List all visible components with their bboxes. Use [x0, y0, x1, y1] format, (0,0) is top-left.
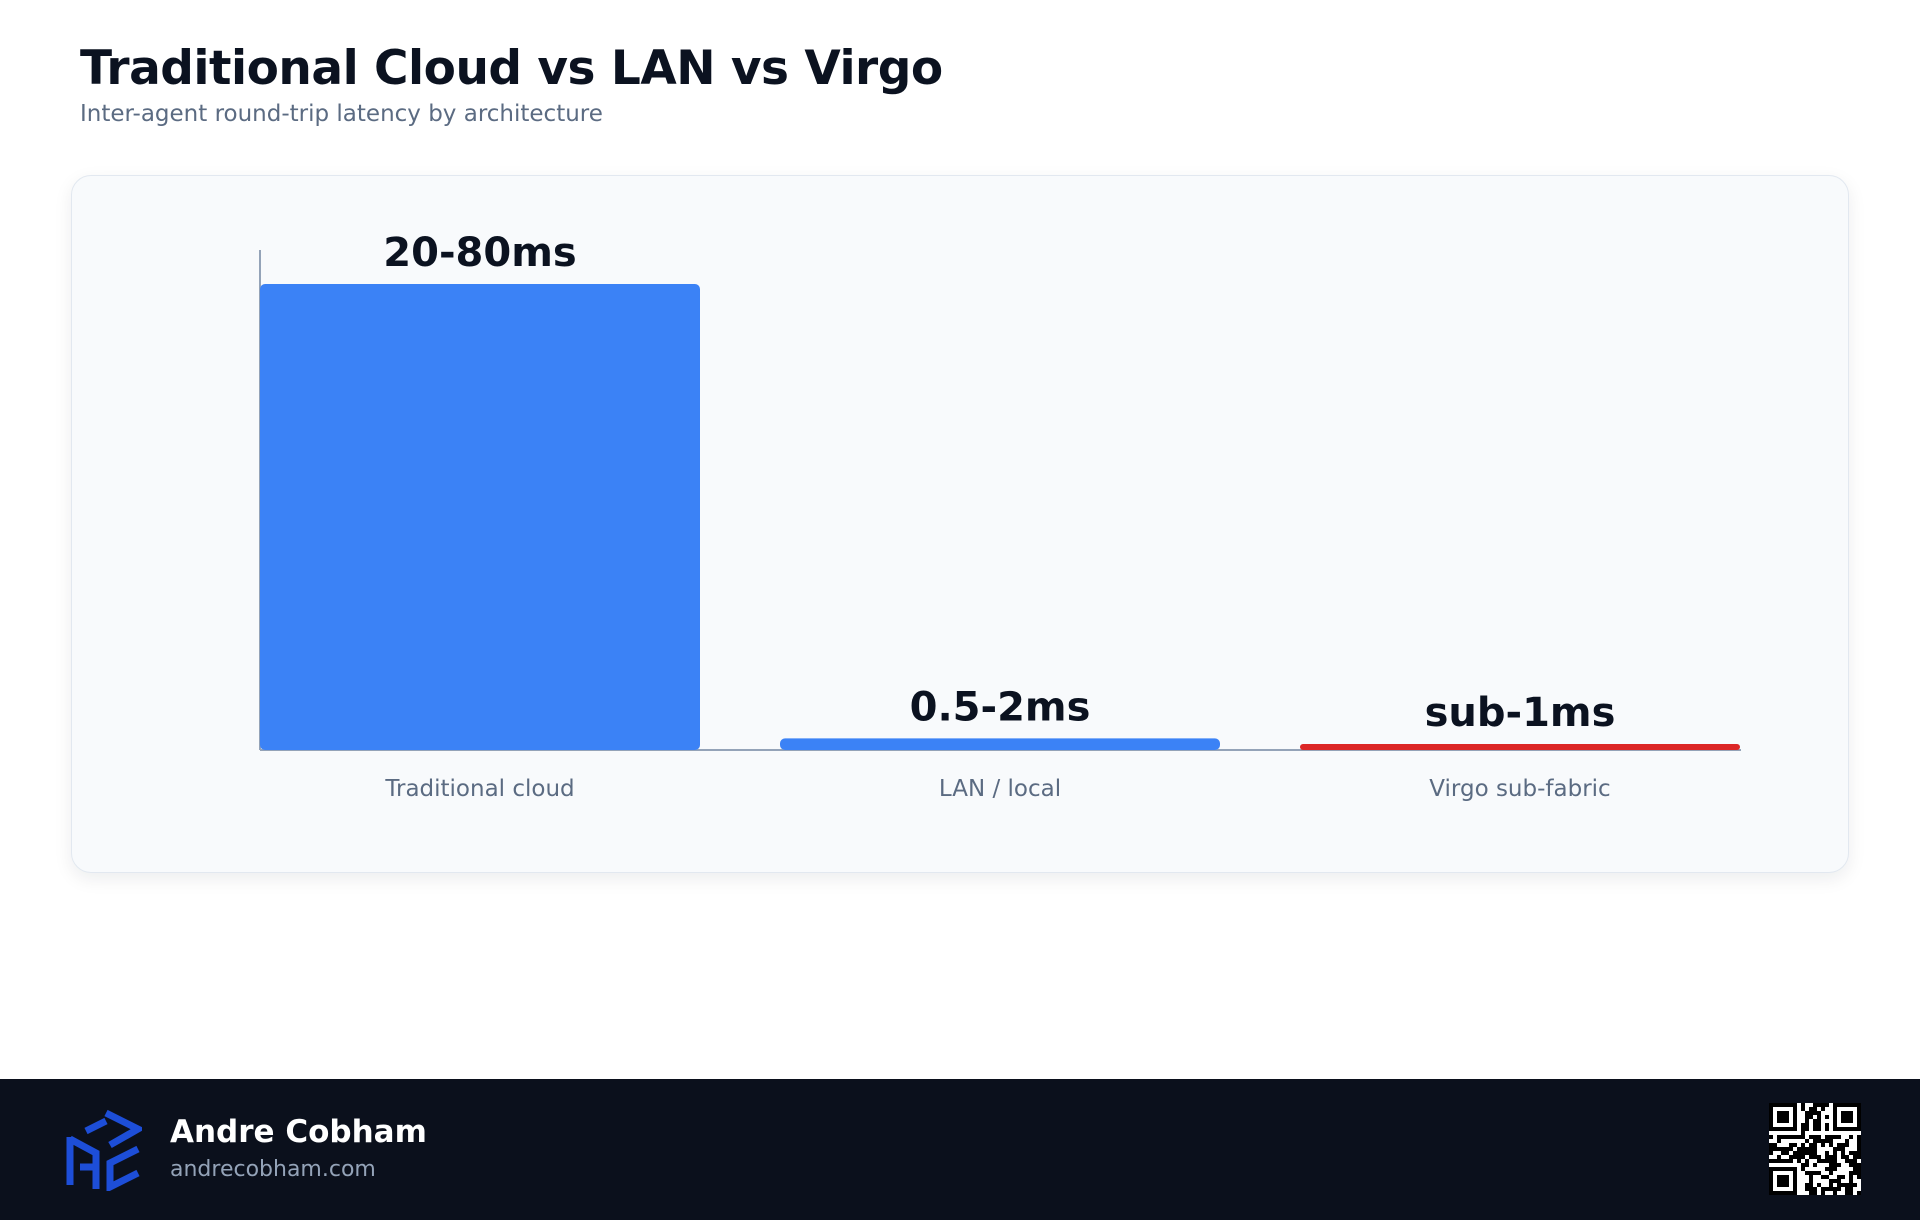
chart-title: Traditional Cloud vs LAN vs Virgo	[80, 41, 943, 96]
bar-chart: 20-80ms Traditional cloud 0.5-2ms LAN / loc…	[259, 230, 1741, 802]
bar-3	[1300, 744, 1740, 750]
author-name: Andre Cobham	[170, 1114, 427, 1150]
footer: Andre Cobham andrecobham.com	[0, 1079, 1920, 1220]
category-tick-label: Traditional cloud	[384, 776, 574, 802]
ac-cube-logo-icon	[66, 1109, 142, 1191]
chart-header: Traditional Cloud vs LAN vs Virgo Inter-…	[80, 40, 943, 127]
qr-code-icon[interactable]	[1769, 1103, 1861, 1195]
category-tick-label: Virgo sub-fabric	[1429, 776, 1610, 802]
bar-value-label: 0.5-2ms	[910, 684, 1091, 730]
chart-card: 20-80ms Traditional cloud 0.5-2ms LAN / loc…	[71, 175, 1849, 873]
bar-1	[260, 284, 700, 750]
bar-value-label: sub-1ms	[1425, 690, 1616, 736]
bar-2	[780, 738, 1220, 750]
category-tick-label: LAN / local	[939, 776, 1061, 802]
chart-subtitle: Inter-agent round-trip latency by archit…	[80, 100, 603, 127]
author-site-link[interactable]: andrecobham.com	[170, 1157, 376, 1182]
bar-value-label: 20-80ms	[383, 230, 576, 276]
